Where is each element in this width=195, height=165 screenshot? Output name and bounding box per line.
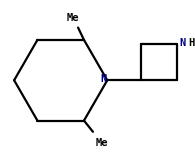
Text: H: H bbox=[188, 38, 194, 48]
Text: Me: Me bbox=[96, 138, 108, 148]
Text: Me: Me bbox=[67, 13, 80, 23]
Text: N: N bbox=[101, 74, 107, 84]
Text: N: N bbox=[180, 38, 186, 48]
